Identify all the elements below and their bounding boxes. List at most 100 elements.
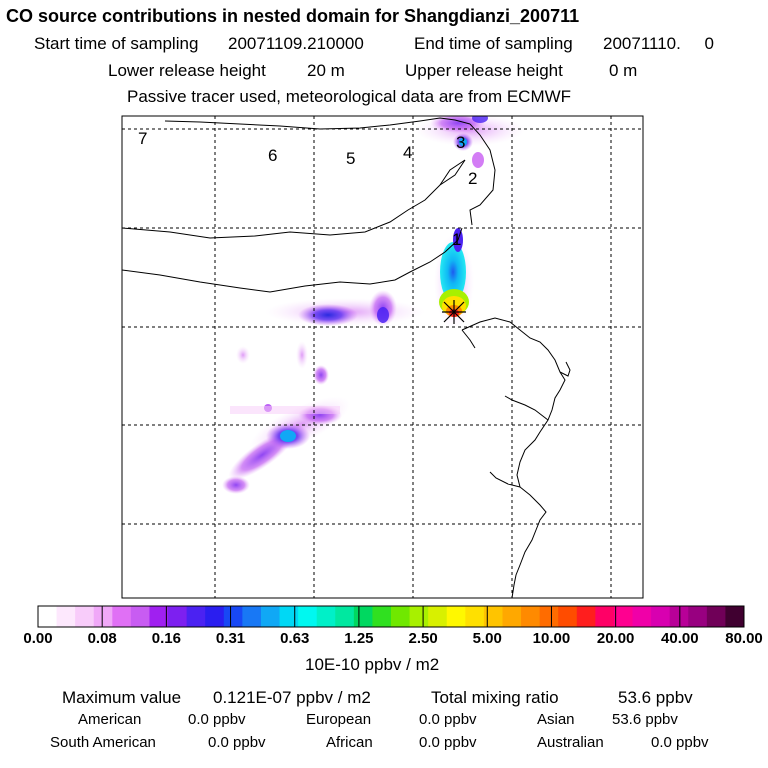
plume-north-tail xyxy=(472,152,484,168)
end-time-label: End time of sampling xyxy=(414,34,573,53)
region-value-american: 0.0 ppbv xyxy=(188,711,246,728)
border-line-column xyxy=(444,227,463,253)
max-value: 0.121E-07 ppbv / m2 xyxy=(213,688,371,707)
region-name-south-american: South American xyxy=(50,734,156,751)
start-time-value: 20071109.210000 xyxy=(228,34,364,53)
plume-spot-c xyxy=(296,341,308,369)
max-value-label: Maximum value xyxy=(62,688,182,707)
total-mixing-value: 53.6 ppbv xyxy=(618,688,693,707)
colorbar-swatch xyxy=(205,606,225,627)
colorbar-tick-label: 10.00 xyxy=(532,630,571,647)
colorbar-swatch xyxy=(539,606,559,627)
region-value-south-american: 0.0 ppbv xyxy=(208,734,266,751)
colorbar-swatch xyxy=(688,606,708,627)
colorbar-swatch xyxy=(260,606,281,627)
colorbar-swatch xyxy=(168,606,188,627)
colorbar-units: 10E-10 ppbv / m2 xyxy=(305,655,440,674)
plume-sw-peak xyxy=(280,430,296,442)
colorbar-swatch xyxy=(335,606,355,627)
coastline-east xyxy=(461,317,566,599)
trajectory-label-2: 2 xyxy=(468,169,477,188)
plume-spot-a xyxy=(313,365,329,385)
colorbar-swatch xyxy=(353,606,373,627)
coast-bay xyxy=(504,395,549,421)
trajectory-label-7: 7 xyxy=(138,129,147,148)
colorbar-swatch xyxy=(502,606,522,627)
trajectory-label-6: 6 xyxy=(268,146,277,165)
map-frame xyxy=(121,115,644,599)
plot-title: CO source contributions in nested domain… xyxy=(6,6,580,26)
plume-spot-b xyxy=(236,346,250,364)
colorbar-swatch xyxy=(391,606,411,627)
colorbar-swatch xyxy=(186,606,206,627)
plume-central-core xyxy=(298,304,358,326)
colorbar-swatch xyxy=(558,606,578,627)
colorbar-swatch xyxy=(75,606,95,627)
region-name-australian: Australian xyxy=(537,734,604,751)
colorbar-swatch xyxy=(242,606,262,627)
lower-height-value: 20 m xyxy=(307,61,345,80)
colorbar-swatch xyxy=(223,606,243,627)
colorbar-swatch xyxy=(93,606,113,627)
colorbar-frame xyxy=(37,605,745,628)
colorbar-swatch xyxy=(706,606,726,627)
region-name-european: European xyxy=(306,711,372,728)
trajectory-labels: 7 6 5 4 3 2 1 xyxy=(138,129,477,249)
colorbar-swatch xyxy=(483,606,503,627)
colorbar-tick-label: 1.25 xyxy=(344,630,374,647)
colorbar-tick-label: 40.00 xyxy=(661,630,699,647)
map-boundaries xyxy=(121,117,571,599)
plume-north-peak xyxy=(459,138,467,146)
tracer-note: Passive tracer used, meteorological data… xyxy=(127,87,572,106)
trajectory-label-1: 1 xyxy=(452,230,461,249)
trajectory-label-5: 5 xyxy=(346,149,355,168)
colorbar-tick-label: 0.16 xyxy=(151,630,181,647)
colorbar-tick-label: 20.00 xyxy=(596,630,635,647)
coast-peninsula xyxy=(559,361,571,377)
colorbar-tick-label: 0.31 xyxy=(215,630,246,647)
plume-sw-end xyxy=(222,476,250,494)
upper-height-value: 0 m xyxy=(609,61,638,80)
colorbar-swatch xyxy=(316,606,336,627)
colorbar-tick-label: 0.63 xyxy=(280,630,310,647)
colorbar-tick-label: 0.00 xyxy=(23,630,53,647)
border-line-west xyxy=(121,251,446,293)
colorbar-swatch xyxy=(725,606,745,627)
colorbar-swatch xyxy=(372,606,392,627)
colorbar-tick-label: 5.00 xyxy=(472,630,502,647)
colorbar-swatch xyxy=(279,606,299,627)
colorbar-swatch xyxy=(446,606,466,627)
colorbar-swatch xyxy=(298,606,318,627)
colorbar-swatch xyxy=(38,606,58,627)
upper-height-label: Upper release height xyxy=(405,61,563,80)
colorbar-swatch xyxy=(595,606,615,627)
colorbar-tick-label: 2.50 xyxy=(408,630,438,647)
colorbar-swatch xyxy=(669,606,689,627)
colorbar-swatch xyxy=(112,606,132,627)
coast-north-gulf xyxy=(439,159,466,186)
colorbar-swatch xyxy=(428,606,448,627)
trajectory-label-3: 3 xyxy=(456,133,465,152)
colorbar-tick-label: 0.08 xyxy=(87,630,117,647)
lower-height-label: Lower release height xyxy=(108,61,266,80)
colorbar-swatch xyxy=(576,606,596,627)
total-mixing-label: Total mixing ratio xyxy=(431,688,559,707)
colorbar-swatch xyxy=(521,606,541,627)
trajectory-label-4: 4 xyxy=(403,143,412,162)
region-value-asian: 53.6 ppbv xyxy=(612,711,678,728)
colorbar-swatch xyxy=(409,606,429,627)
colorbar-swatch xyxy=(632,606,652,627)
plume-central-east-core xyxy=(377,307,389,323)
plume-streak xyxy=(230,406,340,414)
coast-gulf xyxy=(461,329,476,349)
map-grid xyxy=(122,116,643,598)
region-value-african: 0.0 ppbv xyxy=(419,734,477,751)
region-value-european: 0.0 ppbv xyxy=(419,711,477,728)
plume-column xyxy=(440,242,466,302)
colorbar-swatch xyxy=(130,606,150,627)
region-name-african: African xyxy=(326,734,373,751)
region-name-asian: Asian xyxy=(537,711,575,728)
start-time-label: Start time of sampling xyxy=(34,34,199,53)
